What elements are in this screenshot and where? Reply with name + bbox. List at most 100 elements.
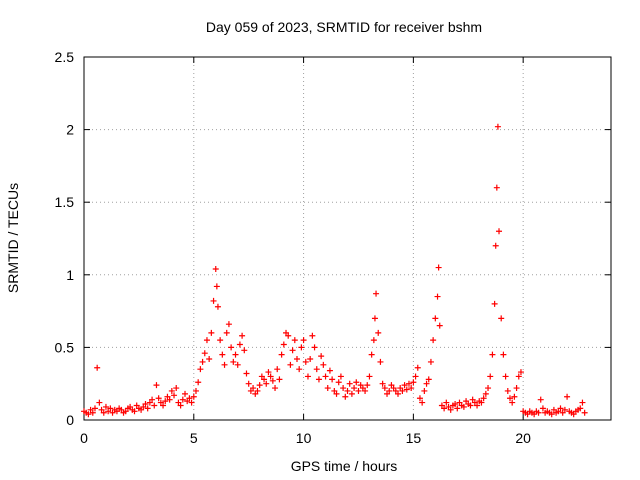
data-point [434,293,441,300]
data-point [188,399,195,406]
data-point [219,351,226,358]
data-point [131,408,138,415]
data-point [276,376,283,383]
data-point [492,242,499,249]
data-point [322,373,329,380]
data-point [232,351,239,358]
data-point [269,377,276,384]
data-point [307,356,314,363]
data-point [89,409,96,416]
data-point [337,373,344,380]
data-point [304,373,311,380]
data-point [460,403,467,410]
x-tick-label: 5 [190,430,198,446]
data-point [353,379,360,386]
data-point [452,401,459,408]
data-point [144,405,151,412]
data-point [280,341,287,348]
data-point [289,347,296,354]
data-point [401,382,408,389]
data-point [214,303,221,310]
x-tick-label: 15 [406,430,422,446]
data-point [96,399,103,406]
data-point [315,376,322,383]
data-point [494,123,501,130]
y-tick-label: 0 [66,412,74,428]
data-point [313,366,320,373]
data-point [410,379,417,386]
data-point [498,315,505,322]
data-point [430,337,437,344]
data-point [149,396,156,403]
y-tick-label: 2 [66,122,74,138]
y-tick-label: 0.5 [55,339,75,355]
data-point [201,350,208,357]
data-point [243,370,250,377]
data-point [504,387,511,394]
data-point [318,353,325,360]
data-point [482,390,489,397]
data-point [311,344,318,351]
data-point [539,405,546,412]
data-point [370,337,377,344]
data-point [577,405,584,412]
data-point [491,300,498,307]
data-point [236,341,243,348]
data-point [478,399,485,406]
data-point [373,290,380,297]
data-point [467,402,474,409]
data-point [250,385,257,392]
data-point [348,390,355,397]
data-point [489,351,496,358]
data-point [333,390,340,397]
data-point [344,387,351,394]
data-point [561,406,568,413]
data-points [81,123,588,418]
data-point [421,387,428,394]
data-point [309,332,316,339]
data-point [485,385,492,392]
data-point [100,409,107,416]
data-point [454,405,461,412]
data-point [166,396,173,403]
data-point [487,373,494,380]
data-point [419,399,426,406]
data-point [435,264,442,271]
data-point [287,361,294,368]
data-point [346,380,353,387]
data-point [355,387,362,394]
data-point [182,390,189,397]
data-point [548,411,555,418]
data-point [265,369,272,376]
data-point [443,399,450,406]
data-point [366,373,373,380]
data-point [179,396,186,403]
data-point [441,405,448,412]
data-point [340,385,347,392]
data-point [230,358,237,365]
data-point [300,337,307,344]
data-point [425,376,432,383]
data-point [256,382,263,389]
data-point [278,351,285,358]
data-point [399,387,406,394]
data-point [432,315,439,322]
data-point [274,366,281,373]
data-point [223,329,230,336]
data-point [579,399,586,406]
data-point [379,380,386,387]
data-point [228,344,235,351]
data-point [509,399,516,406]
data-point [326,367,333,374]
data-point [102,403,109,410]
data-point [408,385,415,392]
plot-frame [83,56,612,421]
data-point [225,321,232,328]
data-point [155,395,162,402]
data-point [320,361,327,368]
data-point [581,409,588,416]
data-point [208,329,215,336]
data-point [239,332,246,339]
data-point [296,366,303,373]
